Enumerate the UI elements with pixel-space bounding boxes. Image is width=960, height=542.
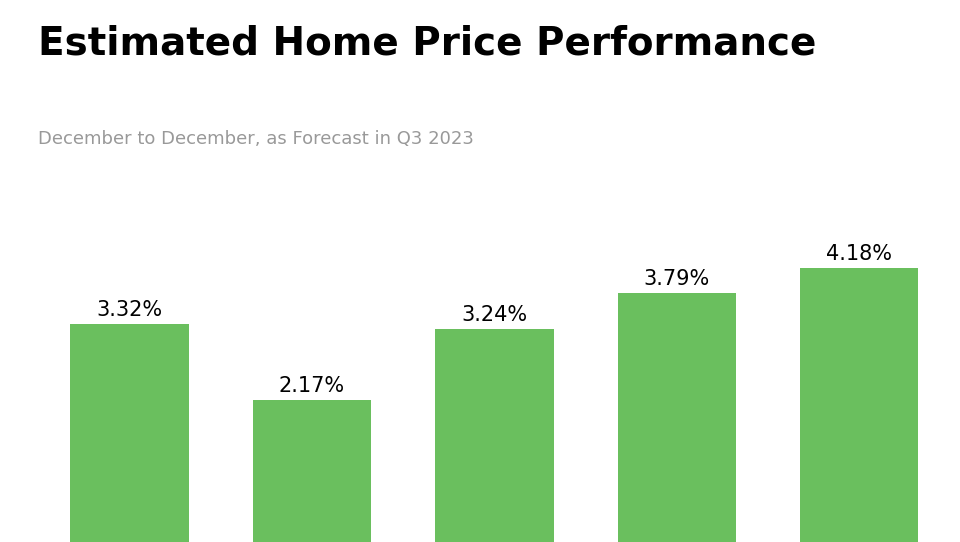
Text: December to December, as Forecast in Q3 2023: December to December, as Forecast in Q3 …	[38, 130, 474, 148]
Text: 2.17%: 2.17%	[279, 376, 345, 396]
Text: 3.24%: 3.24%	[462, 305, 527, 325]
Text: 3.32%: 3.32%	[97, 300, 162, 320]
Text: 3.79%: 3.79%	[643, 269, 710, 289]
Text: Estimated Home Price Performance: Estimated Home Price Performance	[38, 24, 817, 62]
Bar	[252, 399, 372, 542]
Bar	[617, 293, 736, 542]
Bar	[435, 329, 554, 542]
Text: 4.18%: 4.18%	[827, 243, 892, 263]
Bar	[70, 324, 189, 542]
Bar	[800, 268, 919, 542]
